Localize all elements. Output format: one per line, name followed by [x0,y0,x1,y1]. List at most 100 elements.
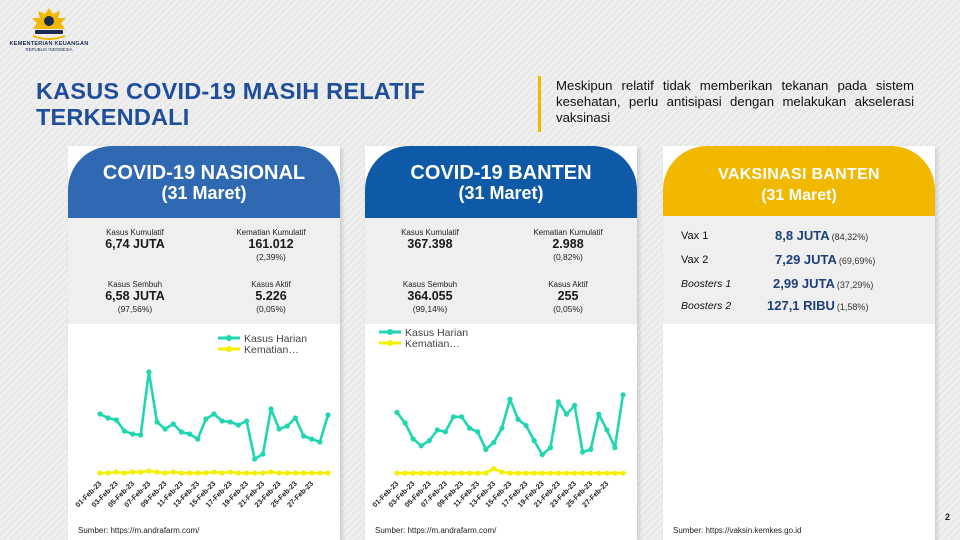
vaksinasi-stats: Vax 1 8,8 JUTA (84,32%) Vax 2 7,29 JUTA (6… [663,216,935,324]
data-point [418,470,424,476]
data-point [284,423,290,429]
vax-value: 7,29 JUTA (69,69%) [775,252,875,267]
data-point [402,420,408,426]
stat-label: Kematian Kumulatif [533,228,603,237]
data-point [276,470,282,476]
data-point [138,469,144,475]
data-point [195,436,201,442]
legend-label: Kematian… [405,338,460,350]
vaksinasi-source: Sumber: https://vaksin.kemkes.go.id [673,526,802,535]
data-point [154,419,160,425]
banten-source: Sumber: https://m.andrafarm.com/ [375,526,497,535]
stat-label: Kasus Aktif [548,280,588,289]
data-point [260,451,266,457]
stat-value: 6,58 JUTA [105,289,165,303]
data-point [187,470,193,476]
data-point [138,432,144,438]
data-point [410,470,416,476]
legend-marker [387,329,393,335]
national-source: Sumber: https://m.andrafarm.com/ [78,526,200,535]
data-point [235,422,241,428]
data-point [178,429,184,435]
data-point [491,439,497,445]
legend-item: Kasus Harian [379,327,468,339]
data-point [211,411,217,417]
data-point [563,470,570,476]
data-point [97,411,103,417]
data-point [563,411,570,417]
legend-label: Kasus Harian [244,333,307,345]
data-point [325,412,331,418]
vax-percent: (1,58%) [836,302,869,312]
vaksinasi-panel: VAKSINASI BANTEN (31 Maret) Vax 1 8,8 JU… [663,146,935,540]
data-point [178,470,184,476]
data-point [539,470,545,476]
data-point [418,443,424,449]
stat-value: 2.988 [552,237,584,251]
page-title-line2: TERKENDALI [36,104,190,130]
data-point [309,470,315,476]
data-point [252,456,258,462]
data-point [227,419,233,425]
data-point [170,421,176,427]
data-point [442,429,448,435]
data-point [292,415,298,421]
data-point [588,470,594,476]
data-point [113,417,119,423]
logo-org-name: KEMENTERIAN KEUANGAN [9,41,89,47]
vax-percent: (69,69%) [838,256,876,266]
vax-value: 2,99 JUTA (37,29%) [773,276,873,291]
data-point [547,470,553,476]
vax-value-number: 2,99 JUTA [773,276,835,291]
data-point [309,436,315,442]
data-point [555,399,561,405]
data-point [394,470,400,476]
vax-value-number: 127,1 RIBU [767,298,835,313]
data-point [195,470,201,476]
data-point [483,470,489,476]
banten-line-chart: Kasus HarianKematian…01-Feb-2303-Feb-230… [370,327,626,509]
data-point [252,470,258,476]
legend-label: Kasus Harian [405,327,468,339]
data-point [219,470,225,476]
vax-label: Vax 2 [681,254,709,266]
vax2-row: Vax 2 7,29 JUTA (69,69%) [663,250,935,270]
legend-marker [226,335,232,341]
data-point [515,416,521,422]
stat-value: 364.055 [407,289,453,303]
data-point [203,470,209,476]
data-point [467,470,473,476]
banten-aktif: Kasus Aktif 255 (0,05%) [503,280,633,314]
vax-label: Boosters 2 [681,300,732,312]
title-divider [538,76,541,132]
data-point [483,446,489,452]
data-point [572,470,578,476]
data-point [531,470,537,476]
data-point [596,411,602,417]
data-point [588,446,594,452]
vax-percent: (37,29%) [836,280,874,290]
data-point [434,470,440,476]
data-point [531,438,537,444]
data-point [620,470,626,476]
data-point [442,470,448,476]
national-panel-header: COVID-19 NASIONAL (31 Maret) [68,146,340,218]
banten-date: (31 Maret) [458,183,544,203]
national-title: COVID-19 NASIONAL [102,162,306,184]
legend-item: Kematian… [218,344,299,356]
vaksinasi-panel-header: VAKSINASI BANTEN (31 Maret) [663,146,935,216]
stat-value: 5.226 [255,289,287,303]
data-point [620,392,626,398]
data-point [572,402,578,408]
vax-label: Vax 1 [681,230,709,242]
stat-value: 6,74 JUTA [105,237,165,251]
data-point [146,468,152,474]
series-line [395,394,625,456]
data-point [244,470,250,476]
national-panel: COVID-19 NASIONAL (31 Maret) Kasus Kumul… [68,146,340,540]
page-number: 2 [944,512,950,522]
stat-label: Kasus Sembuh [107,280,163,289]
data-point [459,470,465,476]
legend-item: Kematian… [379,338,460,350]
stat-value: 255 [557,289,579,303]
